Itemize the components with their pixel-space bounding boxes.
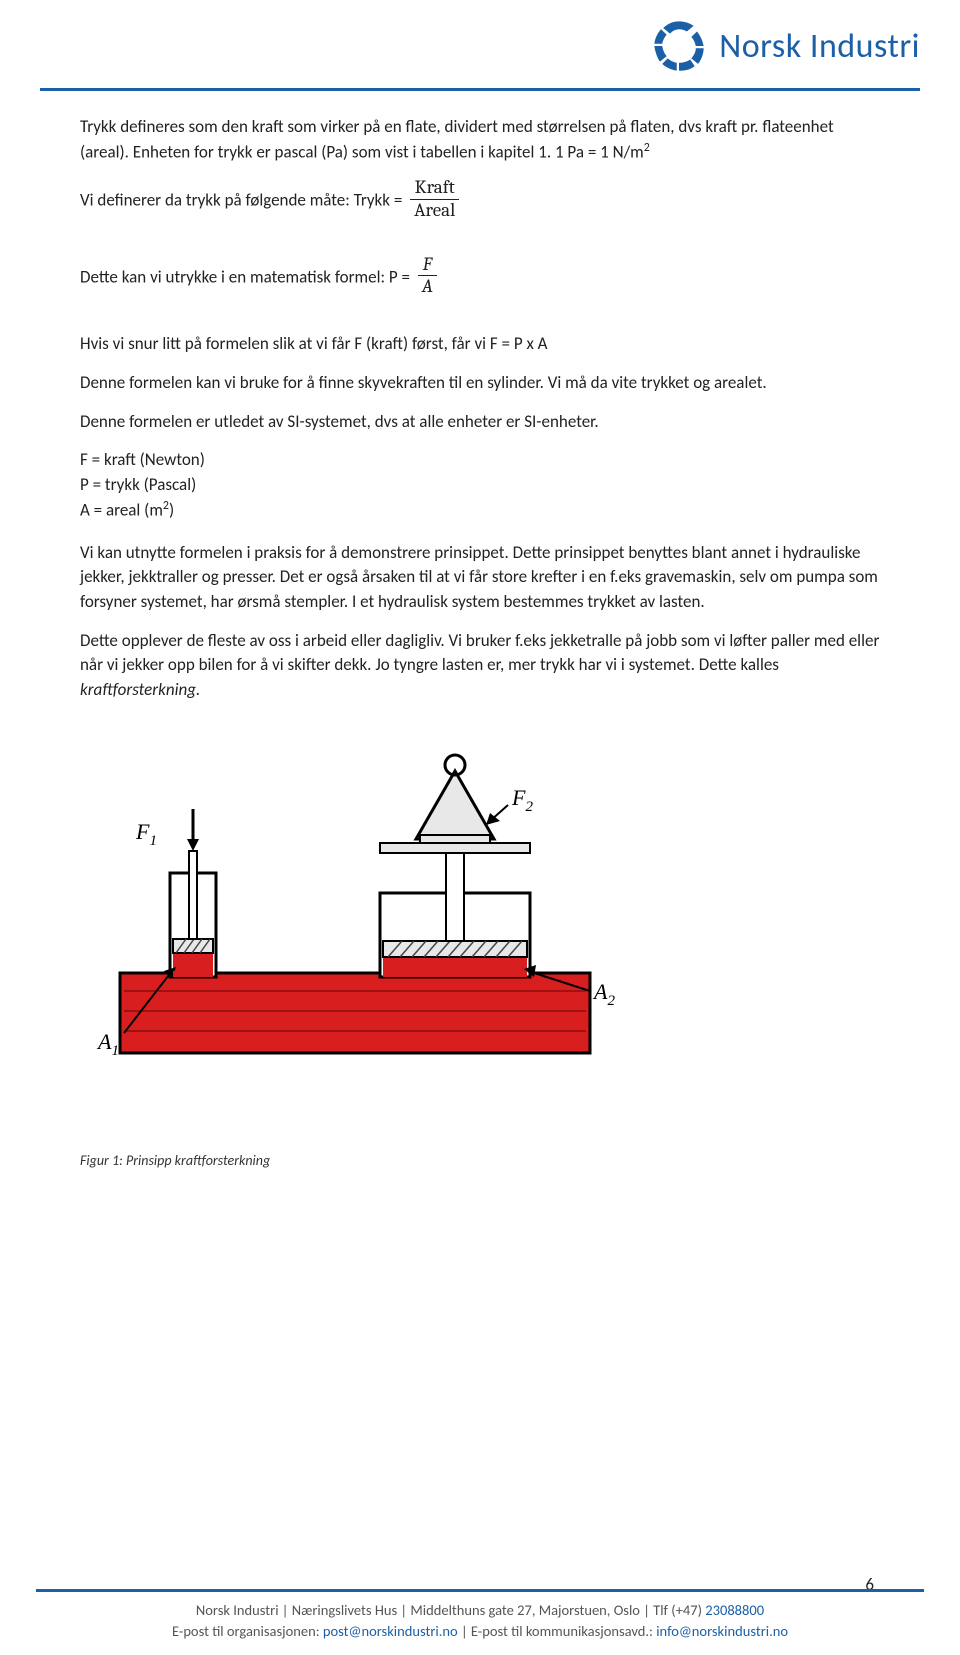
document-body: Trykk defineres som den kraft som virker… xyxy=(0,115,960,1171)
numerator: Kraft xyxy=(410,177,459,199)
label-a1: A1 xyxy=(96,1029,119,1059)
para-math-formula: Dette kan vi utrykke i en matematisk for… xyxy=(80,256,880,301)
text: Trykk defineres som den kraft som virker… xyxy=(80,116,834,162)
para-practical: Vi kan utnytte formelen i praksis for å … xyxy=(80,541,880,615)
line: A = areal (m xyxy=(80,499,163,520)
label-a2: A2 xyxy=(592,979,615,1009)
text: Dette opplever de fleste av oss i arbeid… xyxy=(80,630,879,676)
footer-phone-link[interactable]: 23088800 xyxy=(705,1601,764,1619)
footer-text: | E-post til kommunikasjonsavd.: xyxy=(458,1622,657,1640)
label-f1: F1 xyxy=(135,819,157,849)
denominator: A xyxy=(418,275,437,298)
para-kraftforsterkning: Dette opplever de fleste av oss i arbeid… xyxy=(80,629,880,703)
para-rearranged: Hvis vi snur litt på formelen slik at vi… xyxy=(80,332,880,357)
footer-email-info-link[interactable]: info@norskindustri.no xyxy=(656,1622,788,1640)
footer-rule xyxy=(36,1589,924,1592)
para-si: Denne formelen er utledet av SI-systemet… xyxy=(80,410,880,435)
para-usage: Denne formelen kan vi bruke for å finne … xyxy=(80,371,880,396)
denominator: Areal xyxy=(410,199,459,222)
page-header: Norsk Industri xyxy=(0,0,960,82)
logo-icon xyxy=(651,18,707,74)
footer-text: Norsk Industri | Næringslivets Hus | Mid… xyxy=(196,1601,705,1619)
hydraulic-diagram: F1 xyxy=(80,743,640,1083)
figure-hydraulic-jack: F1 xyxy=(80,743,880,1171)
footer-text: E-post til organisasjonen: xyxy=(172,1622,323,1640)
label-f2: F2 xyxy=(511,785,533,815)
footer-email-org-link[interactable]: post@norskindustri.no xyxy=(323,1622,458,1640)
text: Dette kan vi utrykke i en matematisk for… xyxy=(80,266,414,287)
line: F = kraft (Newton) xyxy=(80,449,205,470)
text: Vi definerer da trykk på følgende måte: … xyxy=(80,189,406,210)
line: P = trykk (Pascal) xyxy=(80,474,196,495)
para-definition-formula: Vi definerer da trykk på følgende måte: … xyxy=(80,179,880,224)
line: ) xyxy=(169,499,174,520)
page-footer: Norsk Industri | Næringslivets Hus | Mid… xyxy=(0,1596,960,1655)
fraction-kraft-areal: Kraft Areal xyxy=(410,177,459,222)
diagram-svg-wrap: F1 xyxy=(80,743,640,1083)
numerator: F xyxy=(418,254,437,276)
fraction-f-a: F A xyxy=(418,254,437,299)
superscript: 2 xyxy=(644,141,650,155)
term: kraftforsterkning. xyxy=(80,679,200,700)
figure-caption: Figur 1: Prinsipp kraftforsterkning xyxy=(80,1151,880,1171)
para-definition: Trykk defineres som den kraft som virker… xyxy=(80,115,880,165)
brand-name: Norsk Industri xyxy=(719,26,920,67)
brand-logo: Norsk Industri xyxy=(651,18,920,74)
para-symbol-list: F = kraft (Newton) P = trykk (Pascal) A … xyxy=(80,448,880,523)
header-rule xyxy=(40,88,920,91)
